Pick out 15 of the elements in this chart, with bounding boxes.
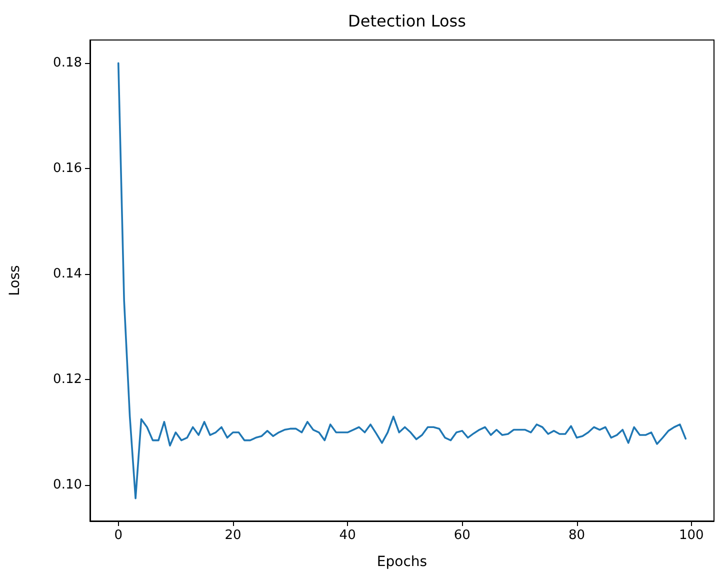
x-axis-title: Epochs	[376, 554, 428, 570]
line-series	[117, 62, 687, 500]
x-tick-label: 80	[568, 528, 586, 543]
x-tick-label: 60	[454, 528, 470, 543]
y-tick-label: 0.10	[53, 478, 82, 493]
y-tick-label: 0.18	[53, 56, 82, 71]
x-tick-label: 20	[224, 528, 242, 543]
x-tick-label: 0	[114, 528, 123, 543]
y-tick-label: 0.12	[53, 372, 82, 388]
chart-title: Detection Loss	[348, 12, 466, 30]
y-tick-label: 0.16	[53, 161, 82, 176]
y-tick-label: 0.14	[53, 266, 82, 282]
x-tick-label: 40	[339, 528, 356, 543]
x-tick-label: 100	[678, 528, 704, 543]
y-axis-title: Loss	[7, 265, 23, 296]
